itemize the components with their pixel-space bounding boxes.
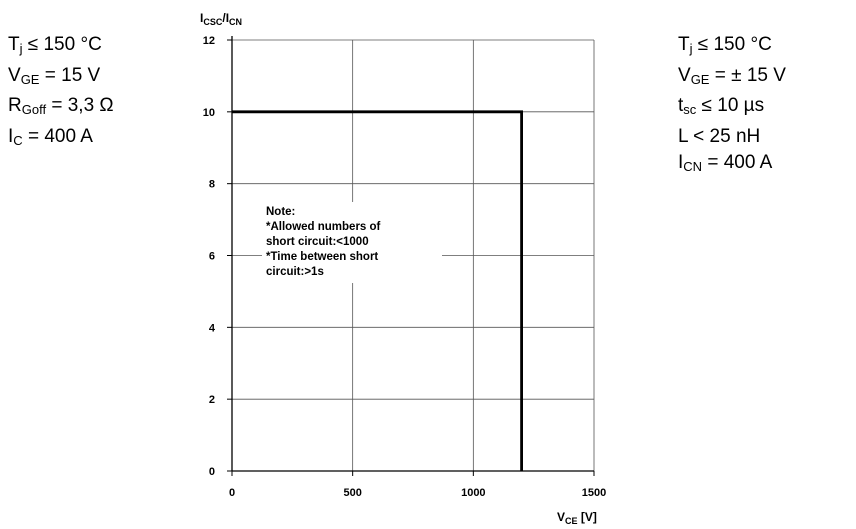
left-condition-0: Tj ≤ 150 °C — [8, 34, 102, 56]
note-line-1: *Allowed numbers of — [266, 221, 381, 233]
left-condition-3: IC = 400 A — [8, 125, 93, 148]
right-condition-2: tsc ≤ 10 µs — [678, 95, 765, 117]
note-line-3: *Time between short — [266, 251, 378, 263]
y-tick-label-2: 4 — [209, 322, 216, 334]
chart-ticks: 0 2 4 6 8 10 12 0 500 1000 1500 — [203, 35, 606, 499]
y-axis-label: ICSC/ICN — [200, 11, 242, 27]
x-tick-label-1: 500 — [343, 487, 361, 499]
y-tick-label-5: 10 — [203, 107, 215, 119]
x-tick-label-2: 1000 — [461, 487, 485, 499]
chart-series — [232, 110, 523, 471]
conditions-right: Tj ≤ 150 °C VGE = ± 15 V tsc ≤ 10 µs L < 25… — [678, 32, 786, 181]
x-tick-label-3: 1500 — [582, 487, 606, 499]
conditions-left: Tj ≤ 150 °C VGE = 15 V RGoff = 3,3 Ω IC = 4… — [8, 32, 114, 154]
y-tick-label-6: 12 — [203, 35, 215, 47]
x-axis-label: VCE [V] — [557, 510, 597, 526]
right-condition-0: Tj ≤ 150 °C — [678, 34, 772, 56]
y-tick-label-3: 6 — [209, 251, 215, 263]
x-tick-label-0: 0 — [229, 487, 235, 499]
right-condition-3: L < 25 nH — [678, 125, 761, 147]
note-line-2: short circuit:<1000 — [266, 236, 369, 248]
note-line-0: Note: — [266, 206, 295, 218]
y-tick-label-1: 2 — [209, 394, 215, 406]
series-line-0 — [232, 110, 523, 471]
left-condition-2: RGoff = 3,3 Ω — [8, 95, 114, 117]
y-tick-label-4: 8 — [209, 179, 215, 191]
chart-axes — [231, 36, 594, 472]
y-tick-label-0: 0 — [209, 466, 215, 478]
note-background — [262, 202, 442, 283]
note-line-4: circuit:>1s — [266, 266, 324, 278]
left-condition-1: VGE = 15 V — [8, 64, 101, 87]
right-condition-4: ICN = 400 A — [678, 152, 773, 174]
right-condition-1: VGE = ± 15 V — [678, 64, 786, 87]
note-annotation: Note: *Allowed numbers of short circuit:<… — [266, 206, 381, 278]
